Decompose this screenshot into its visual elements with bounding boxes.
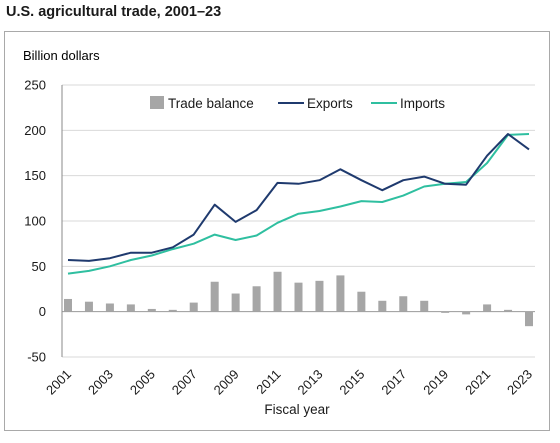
x-tick-label: 2007: [169, 367, 200, 398]
x-tick-label: 2009: [211, 367, 242, 398]
x-tick-label: 2003: [85, 367, 116, 398]
bar-trade-balance: [399, 296, 408, 312]
legend: Trade balance Exports Imports: [150, 96, 445, 111]
bar-trade-balance: [294, 282, 303, 312]
x-tick-label: 2023: [504, 367, 535, 398]
chart-title: U.S. agricultural trade, 2001–23: [6, 4, 222, 20]
y-tick-label: 200: [24, 123, 46, 138]
bar-trade-balance: [504, 309, 513, 312]
bar-trade-balance: [462, 311, 471, 315]
x-tick-label: 2013: [295, 367, 326, 398]
x-tick-label: 2011: [253, 367, 283, 397]
y-axis-title: Billion dollars: [23, 48, 100, 63]
x-tick-label: 2021: [462, 367, 493, 398]
bar-trade-balance: [126, 304, 135, 312]
y-tick-label: 0: [39, 304, 46, 319]
y-tick-label: -50: [27, 350, 46, 365]
bar-trade-balance: [525, 311, 533, 327]
bar-trade-balance: [378, 300, 387, 312]
x-tick-label: 2019: [420, 367, 451, 398]
bar-trade-balance: [420, 300, 429, 312]
bar-trade-balance: [64, 298, 72, 312]
bar-trade-balance: [168, 309, 177, 312]
bar-trade-balance: [147, 308, 156, 312]
legend-label-exports: Exports: [307, 96, 353, 111]
legend-swatch-trade-balance: [150, 96, 164, 109]
bar-trade-balance: [84, 301, 93, 312]
bar-trade-balance: [336, 275, 345, 312]
bar-trade-balance: [483, 304, 492, 312]
bar-trade-balance: [189, 302, 198, 312]
x-tick-label: 2017: [378, 367, 409, 398]
bar-trade-balance: [273, 271, 282, 312]
bar-trade-balance: [210, 281, 219, 312]
y-tick-label: 250: [24, 78, 46, 93]
bar-trade-balance: [231, 293, 240, 312]
bar-trade-balance: [315, 280, 324, 312]
legend-label-imports: Imports: [400, 96, 445, 111]
x-tick-label: 2001: [43, 367, 74, 398]
line-exports: [67, 133, 530, 262]
bar-trade-balance: [441, 311, 450, 313]
chart-frame: [4, 31, 550, 431]
bar-trade-balance: [357, 291, 366, 312]
y-tick-label: 100: [24, 214, 46, 229]
legend-label-trade-balance: Trade balance: [168, 96, 254, 111]
y-tick-label: 150: [24, 168, 46, 183]
x-tick-label: 2005: [127, 367, 158, 398]
x-axis-title: Fiscal year: [264, 402, 330, 417]
bar-trade-balance: [252, 286, 261, 312]
x-tick-label: 2015: [336, 367, 367, 398]
bar-trade-balance: [105, 303, 114, 312]
y-tick-label: 50: [32, 259, 46, 274]
